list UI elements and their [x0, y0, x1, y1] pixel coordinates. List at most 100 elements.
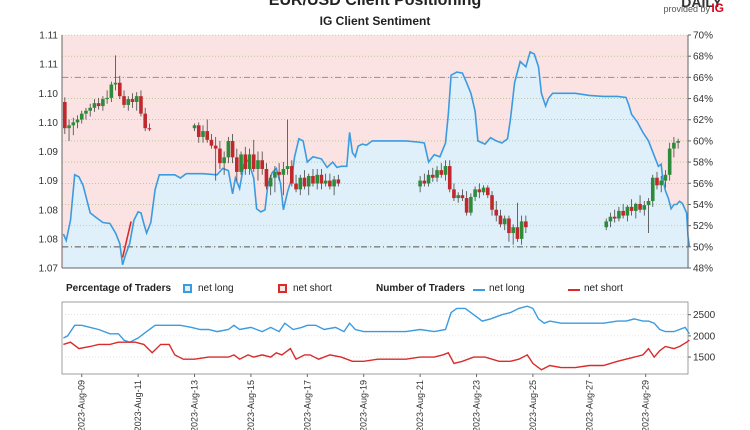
right-tick-label: 56%	[693, 179, 713, 190]
candle	[63, 101, 67, 129]
x-tick-label: 2023-Aug-09	[77, 380, 87, 430]
legend-num-title: Number of Traders	[376, 283, 465, 294]
candle	[642, 205, 647, 210]
candle	[604, 221, 609, 228]
legend-num-short-swatch	[568, 289, 580, 291]
candle	[502, 218, 507, 225]
candle	[332, 179, 336, 187]
candle	[469, 196, 473, 213]
right-tick-label: 62%	[693, 115, 713, 126]
legend-num-long-swatch	[473, 289, 485, 291]
candle	[625, 206, 630, 216]
candle	[485, 187, 490, 196]
candle	[494, 209, 499, 216]
candle	[646, 201, 651, 206]
candle	[222, 157, 226, 164]
candle	[650, 177, 655, 202]
right-tick-label: 64%	[693, 94, 713, 105]
left-tick-label: 1.10	[39, 118, 59, 129]
x-tick-label: 2023-Aug-17	[302, 380, 312, 430]
candle	[196, 125, 201, 137]
count-plot-frame	[61, 301, 689, 375]
right-tick-label: 50%	[693, 242, 713, 253]
candle	[230, 141, 235, 158]
candle	[621, 210, 625, 216]
candle	[235, 157, 239, 172]
net-short-count-line	[63, 339, 690, 371]
candle	[122, 96, 126, 105]
candle	[336, 179, 341, 184]
legend-pct-long: net long	[198, 283, 234, 294]
candle	[126, 99, 131, 105]
candle	[213, 145, 218, 149]
x-tick-label: 2023-Aug-13	[190, 380, 200, 430]
candle	[519, 221, 524, 239]
x-tick-label: 2023-Aug-15	[246, 380, 256, 430]
sentiment-price-chart: 1.07 1.08 1.08 1.09 1.09 1.10 1.10 1.11 1.11 48% 5…	[39, 31, 714, 275]
candle	[67, 125, 71, 129]
x-tick-label: 2023-Aug-29	[641, 380, 651, 430]
candle	[473, 189, 477, 197]
candle	[507, 218, 511, 234]
right-tick-label: 2500	[693, 310, 716, 321]
candle	[481, 187, 486, 193]
right-tick-label: 1500	[693, 353, 716, 364]
net-long-area	[63, 51, 690, 269]
candle	[139, 96, 143, 114]
candle	[218, 148, 222, 164]
candle	[608, 216, 613, 222]
candle	[477, 189, 482, 193]
candle	[118, 82, 122, 97]
x-tick-label: 2023-Aug-23	[472, 380, 482, 430]
candle	[71, 122, 76, 126]
legend-num-short: net short	[584, 283, 623, 294]
candle	[498, 215, 503, 225]
candle	[655, 177, 659, 186]
chart-subtitle: IG Client Sentiment	[319, 14, 431, 28]
candle	[439, 170, 444, 175]
candle	[209, 139, 214, 146]
candle	[629, 206, 634, 211]
candle	[311, 175, 315, 184]
left-tick-label: 1.08	[39, 234, 59, 245]
provided-by-text: provided by	[663, 4, 710, 14]
candle	[426, 174, 431, 184]
candle	[612, 216, 617, 219]
legend-pct-short: net short	[293, 283, 332, 294]
left-tick-label: 1.07	[39, 264, 59, 275]
candle	[88, 107, 92, 111]
candle	[667, 148, 672, 175]
candle	[676, 141, 680, 143]
candle	[298, 177, 303, 190]
candle	[205, 131, 210, 140]
candle	[294, 183, 298, 190]
candle	[323, 180, 328, 184]
left-tick-label: 1.11	[39, 60, 58, 71]
candle	[431, 174, 435, 178]
right-tick-label: 2000	[693, 331, 716, 342]
candle	[134, 96, 139, 102]
candle	[659, 180, 664, 186]
candle	[256, 160, 260, 169]
candle	[617, 210, 621, 219]
candle	[456, 195, 460, 199]
legend-num-long: net long	[489, 283, 525, 294]
right-tick-label: 54%	[693, 200, 713, 211]
left-tick-label: 1.09	[39, 176, 59, 187]
candle	[96, 103, 101, 107]
net-long-count-line	[63, 305, 690, 343]
ig-logo: IG	[711, 1, 724, 15]
left-tick-label: 1.09	[39, 147, 59, 158]
candle	[268, 177, 273, 187]
candle	[460, 195, 465, 199]
left-tick-label: 1.08	[39, 205, 59, 216]
left-tick-label: 1.10	[39, 89, 59, 100]
x-tick-label: 2023-Aug-25	[528, 380, 538, 430]
candle	[290, 166, 294, 184]
candle	[226, 141, 231, 158]
candle	[75, 119, 80, 123]
candle	[130, 99, 135, 102]
candle	[328, 180, 332, 187]
candle	[515, 227, 520, 239]
candle	[201, 131, 205, 137]
